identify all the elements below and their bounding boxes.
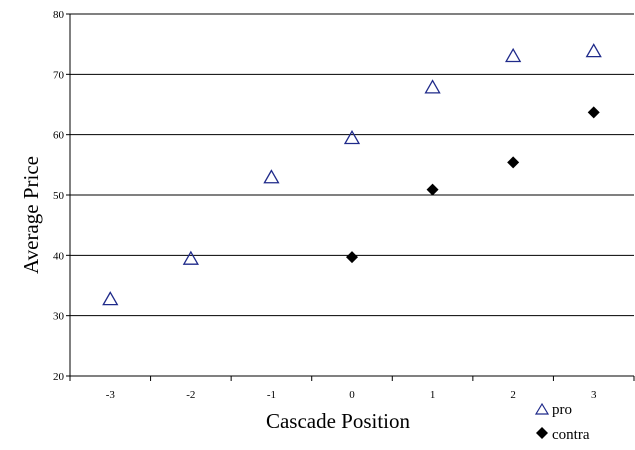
point-pro-2 <box>263 169 280 184</box>
y-tick-label-0: 20 <box>53 371 65 383</box>
point-contra-1 <box>426 183 439 196</box>
legend-marker-pro <box>534 402 550 415</box>
x-tick-label-6: 3 <box>591 389 597 401</box>
data-points <box>102 43 602 306</box>
point-contra-2 <box>507 156 520 169</box>
tick-labels: 20 30 40 50 60 70 80 -3 -2 -1 0 1 2 3 <box>53 9 597 401</box>
legend-item-pro: pro <box>534 402 572 418</box>
point-pro-5 <box>505 47 522 63</box>
x-tick-label-2: -1 <box>267 389 276 401</box>
point-pro-6 <box>585 43 602 58</box>
y-tick-label-1: 30 <box>53 311 65 323</box>
x-tick-label-3: 0 <box>349 389 355 401</box>
y-tick-label-3: 50 <box>53 190 65 202</box>
y-axis-title: Average Price <box>19 156 43 274</box>
x-axis-title: Cascade Position <box>266 409 411 433</box>
legend-item-contra: contra <box>536 427 590 443</box>
point-contra-0 <box>346 251 358 264</box>
point-contra-3 <box>587 106 600 119</box>
y-tick-label-5: 70 <box>53 69 65 81</box>
point-pro-3 <box>343 129 361 145</box>
x-tick-label-5: 2 <box>510 389 516 401</box>
axes <box>66 13 635 381</box>
legend-label-contra: contra <box>552 427 590 443</box>
y-tick-label-2: 40 <box>53 250 65 262</box>
point-pro-4 <box>424 79 441 94</box>
grid-lines <box>70 13 634 377</box>
point-pro-0 <box>102 291 119 306</box>
x-tick-label-1: -2 <box>186 389 195 401</box>
y-tick-label-4: 60 <box>53 130 65 142</box>
y-tick-label-6: 80 <box>53 9 65 21</box>
x-tick-label-4: 1 <box>430 389 436 401</box>
point-pro-1 <box>182 250 199 265</box>
legend-label-pro: pro <box>552 402 572 418</box>
x-tick-label-0: -3 <box>106 389 116 401</box>
legend-marker-contra <box>536 427 548 439</box>
legend: pro contra <box>534 402 590 443</box>
